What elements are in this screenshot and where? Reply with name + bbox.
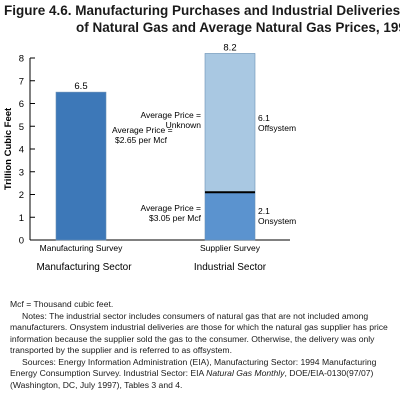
x-category-label: Supplier Survey <box>200 243 261 253</box>
segment-sub-label: Offsystem <box>258 123 296 133</box>
bar-segment <box>204 191 256 241</box>
bar-segment <box>55 91 107 241</box>
price-annotation-line2: $3.05 per Mcf <box>149 213 202 223</box>
x-group-label: Industrial Sector <box>194 262 267 273</box>
note-text: Notes: The industrial sector includes co… <box>10 310 388 356</box>
note-sources: Sources: Energy Information Administrati… <box>10 357 396 392</box>
figure-notes: Mcf = Thousand cubic feet. Notes: The in… <box>10 299 396 391</box>
note-mcf: Mcf = Thousand cubic feet. <box>10 299 114 309</box>
price-annotation-line2: $2.65 per Mcf <box>115 135 168 145</box>
y-axis-title: Trillion Cubic Feet <box>3 107 14 190</box>
price-annotation-line1: Average Price = <box>112 125 173 135</box>
sources-suffix: , DOE/EIA-0130(97/07) (Washington, DC, J… <box>10 368 374 390</box>
bar-segment <box>204 53 256 193</box>
x-category-label: Manufacturing Survey <box>40 243 123 253</box>
sources-italic: Natural Gas Monthly <box>206 368 285 378</box>
x-group-label: Manufacturing Sector <box>36 262 132 273</box>
y-tick-label: 4 <box>19 145 24 156</box>
figure-title: Figure 4.6. Manufacturing Purchases and … <box>4 2 400 36</box>
bar-total-label: 8.2 <box>223 42 236 53</box>
price-annotation-line2: Unknown <box>166 120 202 130</box>
segment-sub-label: Onsystem <box>258 216 296 226</box>
sources-prefix: Sources: Energy Information Administrati… <box>10 356 377 379</box>
y-tick-label: 3 <box>19 167 24 178</box>
y-tick-label: 7 <box>19 76 24 87</box>
figure-title-line-2: of Natural Gas and Average Natural Gas P… <box>76 20 400 35</box>
price-annotation-line1: Average Price = <box>140 203 201 213</box>
y-tick-label: 8 <box>19 54 24 65</box>
y-tick-label: 6 <box>19 99 24 110</box>
segment-value-label: 2.1 <box>258 206 270 216</box>
bar-total-label: 6.5 <box>74 81 87 92</box>
price-annotation-line1: Average Price = <box>140 110 201 120</box>
segment-value-label: 6.1 <box>258 113 270 123</box>
y-tick-label: 1 <box>19 213 24 224</box>
y-tick-label: 5 <box>19 122 24 133</box>
chart: 0 1 2 3 4 5 6 7 8 Trillion Cubic Feet Average Pric… <box>3 42 296 273</box>
figure-title-line-1: Figure 4.6. Manufacturing Purchases and … <box>4 3 400 18</box>
y-tick-label: 2 <box>19 190 24 201</box>
y-tick-label: 0 <box>19 236 24 247</box>
